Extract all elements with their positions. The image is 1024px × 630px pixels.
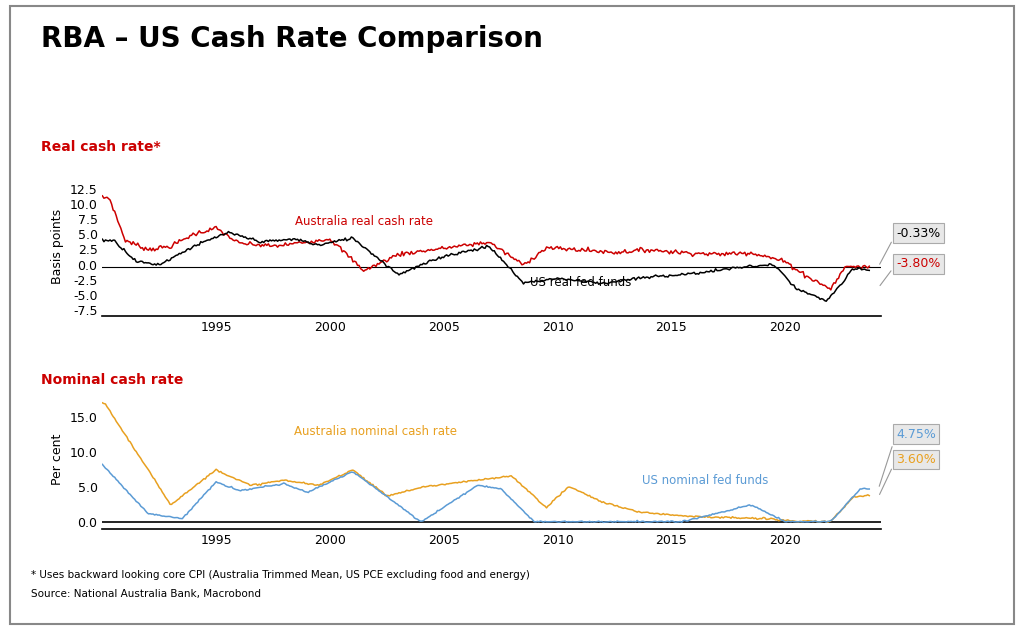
Text: Real cash rate*: Real cash rate* xyxy=(41,140,161,154)
Text: US real fed funds: US real fed funds xyxy=(529,276,631,289)
Text: -0.33%: -0.33% xyxy=(880,227,940,264)
Text: -3.80%: -3.80% xyxy=(880,258,941,285)
Text: Source: National Australia Bank, Macrobond: Source: National Australia Bank, Macrobo… xyxy=(31,589,261,599)
Text: RBA – US Cash Rate Comparison: RBA – US Cash Rate Comparison xyxy=(41,25,543,53)
Text: Nominal cash rate: Nominal cash rate xyxy=(41,374,183,387)
Text: Australia nominal cash rate: Australia nominal cash rate xyxy=(294,425,457,438)
Y-axis label: Per cent: Per cent xyxy=(51,433,65,485)
Text: 4.75%: 4.75% xyxy=(880,428,936,486)
Text: Australia real cash rate: Australia real cash rate xyxy=(295,215,433,228)
Text: 3.60%: 3.60% xyxy=(880,453,936,495)
Y-axis label: Basis points: Basis points xyxy=(51,209,65,284)
Text: US nominal fed funds: US nominal fed funds xyxy=(642,474,769,487)
Text: * Uses backward looking core CPI (Australia Trimmed Mean, US PCE excluding food : * Uses backward looking core CPI (Austra… xyxy=(31,570,529,580)
